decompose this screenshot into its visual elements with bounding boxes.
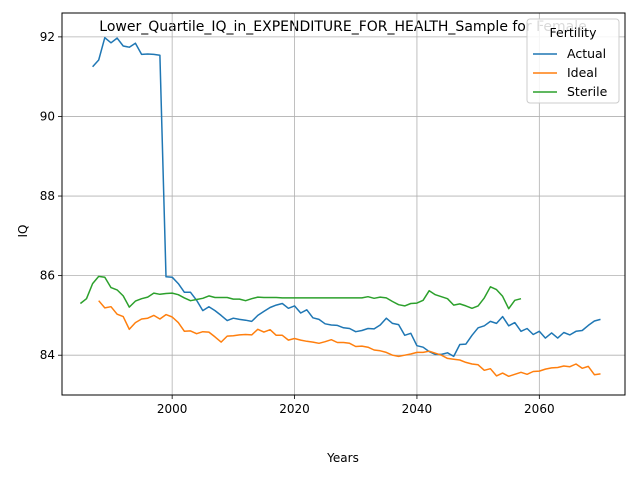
legend: Fertility Actual Ideal Sterile [526, 18, 620, 104]
series-line-sterile [79, 275, 522, 310]
x-axis-label: Years [326, 451, 359, 465]
y-axis-ticks: 84 86 88 90 92 [40, 30, 62, 362]
y-tick-label: 92 [40, 30, 55, 44]
legend-title: Fertility [550, 25, 598, 40]
series-line-ideal [98, 300, 601, 378]
legend-box [526, 18, 620, 104]
y-tick-label: 84 [40, 348, 55, 362]
x-tick-label: 2000 [157, 402, 188, 416]
chart-title: Lower_Quartile_IQ_in_EXPENDITURE_FOR_HEA… [99, 19, 586, 35]
y-axis-label: IQ [16, 225, 30, 238]
legend-label-ideal: Ideal [567, 65, 597, 80]
x-tick-label: 2040 [402, 402, 433, 416]
series-line-actual [92, 36, 601, 358]
legend-entries: Actual Ideal Sterile [533, 46, 608, 99]
y-tick-label: 88 [40, 189, 55, 203]
legend-label-sterile: Sterile [567, 84, 608, 99]
series-lines [79, 36, 601, 378]
plot-frame [61, 12, 626, 396]
legend-label-actual: Actual [567, 46, 606, 61]
x-axis-ticks: 2000 2020 2040 2060 [157, 395, 555, 416]
y-tick-label: 90 [40, 109, 55, 123]
x-tick-label: 2060 [524, 402, 555, 416]
x-tick-label: 2020 [279, 402, 310, 416]
y-tick-label: 86 [40, 269, 55, 283]
